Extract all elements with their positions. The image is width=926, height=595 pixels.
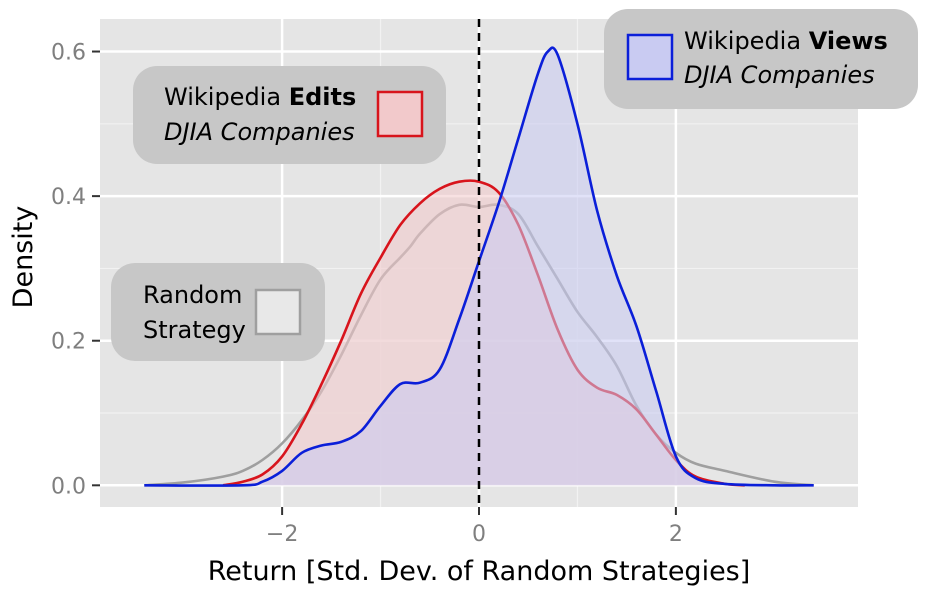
x-tick-label: 0 [472, 522, 486, 547]
legend-label-edits-line2: DJIA Companies [164, 118, 355, 146]
legend-layer: Random Strategy Wikipedia Edits DJIA Compan… [111, 9, 918, 361]
y-axis-title: Density [8, 206, 39, 309]
legend-label-edits-line1: Wikipedia Edits [164, 83, 356, 111]
density-area-views [144, 47, 814, 486]
legend-box-edits [133, 66, 446, 164]
legend-swatch-random [254, 288, 302, 336]
legend-swatch-edits [376, 90, 424, 138]
legend-label-views-line1: Wikipedia Views [684, 27, 888, 55]
legend-label-random-line1: Random [143, 281, 242, 309]
y-tick-label: 0.4 [51, 185, 86, 210]
legend-swatch-views [626, 33, 674, 81]
legend-views: Wikipedia Views DJIA Companies [604, 9, 918, 109]
y-tick-label: 0.2 [51, 330, 86, 355]
legend-edits: Wikipedia Edits DJIA Companies [133, 66, 446, 164]
y-tick-label: 0.0 [51, 474, 86, 499]
legend-label-random-line2: Strategy [143, 316, 246, 344]
y-tick-label: 0.6 [51, 41, 86, 66]
legend-random: Random Strategy [111, 263, 325, 361]
legend-label-views-line2: DJIA Companies [684, 61, 875, 89]
legend-box-views [604, 9, 918, 109]
axis-ticks: −2 0 2 0.0 0.2 0.4 0.6 [51, 41, 683, 547]
x-tick-label: 2 [669, 522, 683, 547]
x-axis-title: Return [Std. Dev. of Random Strategies] [208, 556, 751, 587]
x-tick-label: −2 [266, 522, 298, 547]
legend-box-random [111, 263, 325, 361]
density-line-views [144, 46, 814, 487]
